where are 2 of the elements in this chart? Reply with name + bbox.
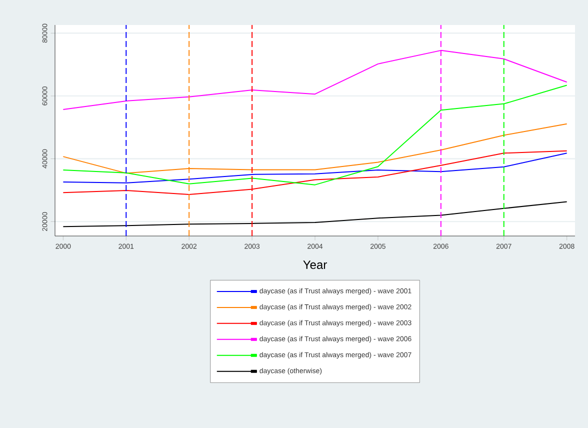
x-axis-title: Year [303,260,327,269]
line-series [62,201,568,228]
